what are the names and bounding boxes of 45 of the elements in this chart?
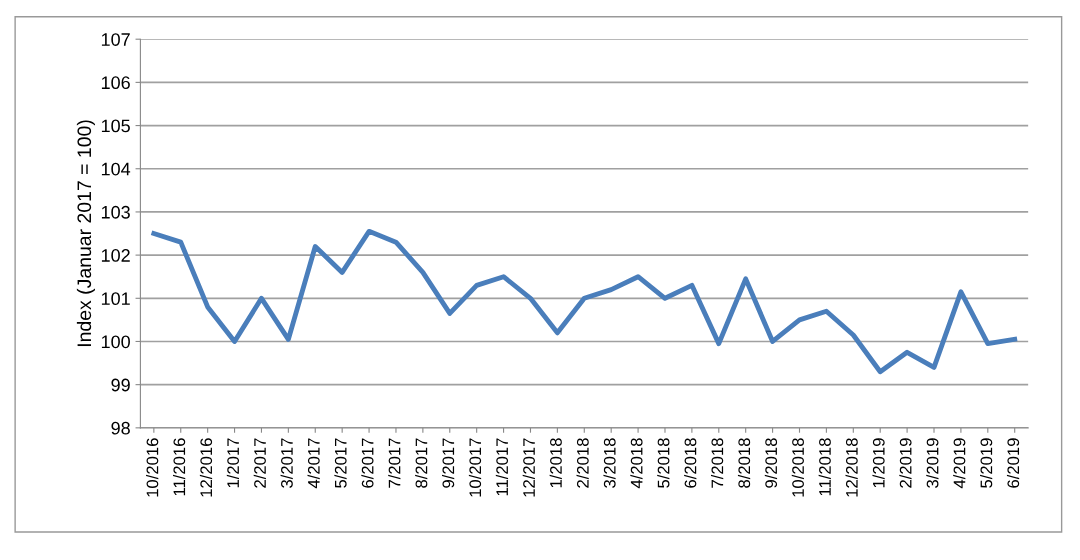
x-tick-label: 9/2018 [764, 438, 778, 488]
x-tick-label: 1/2018 [549, 438, 562, 488]
y-tick-label: 104 [101, 162, 131, 176]
x-tick-label: 11/2016 [172, 438, 186, 496]
x-tick-label: 2/2017 [253, 438, 266, 488]
x-tick-label: 11/2017 [495, 438, 509, 496]
y-tick-label: 100 [101, 335, 130, 349]
x-tick-label: 1/2017 [226, 438, 240, 488]
y-tick-label: 101 [101, 292, 130, 306]
x-tick-label: 6/2017 [361, 438, 374, 488]
y-tick-label: 105 [101, 119, 130, 133]
line-series [151, 228, 1018, 375]
x-tick-label: 3/2019 [926, 438, 939, 488]
y-tick-label: 107 [101, 33, 130, 46]
x-tick-label: 11/2018 [818, 438, 831, 496]
y-tick-label: 103 [101, 205, 130, 219]
x-tick-label: 9/2017 [442, 438, 455, 488]
x-tick-label: 12/2018 [845, 438, 858, 497]
x-tick-label: 10/2016 [146, 438, 159, 497]
y-tick-label: 98 [111, 421, 130, 435]
x-tick-label: 4/2018 [630, 438, 643, 489]
x-tick-label: 5/2019 [980, 438, 993, 488]
x-tick-label: 1/2019 [872, 438, 885, 488]
x-tick-label: 4/2017 [307, 438, 320, 489]
y-tick-label: 106 [101, 76, 130, 90]
x-tick-label: 12/2016 [199, 438, 213, 497]
x-tick-label: 5/2018 [657, 438, 670, 488]
x-tick-label: 3/2017 [280, 438, 293, 488]
x-tick-label: 12/2017 [522, 438, 535, 497]
x-tick-label: 7/2017 [388, 438, 401, 488]
x-tick-label: 4/2019 [953, 438, 966, 489]
y-tick-label: 102 [101, 249, 130, 262]
x-tick-label: 6/2019 [1006, 438, 1020, 488]
x-tick-label: 3/2018 [603, 438, 616, 488]
x-tick-label: 6/2018 [684, 438, 697, 488]
x-tick-label: 7/2018 [711, 438, 724, 488]
y-tick-label: 99 [111, 378, 130, 392]
x-tick-label: 10/2018 [791, 438, 804, 497]
x-tick-label: 5/2017 [334, 438, 347, 488]
x-tick-label: 8/2017 [415, 438, 428, 488]
x-tick-label: 10/2017 [468, 438, 482, 497]
x-tick-label: 8/2018 [737, 438, 751, 488]
x-tick-label: 2/2018 [576, 438, 589, 488]
x-tick-label: 2/2019 [899, 438, 912, 488]
y-axis-title: Index (Januar 2017 = 100) [76, 120, 95, 347]
